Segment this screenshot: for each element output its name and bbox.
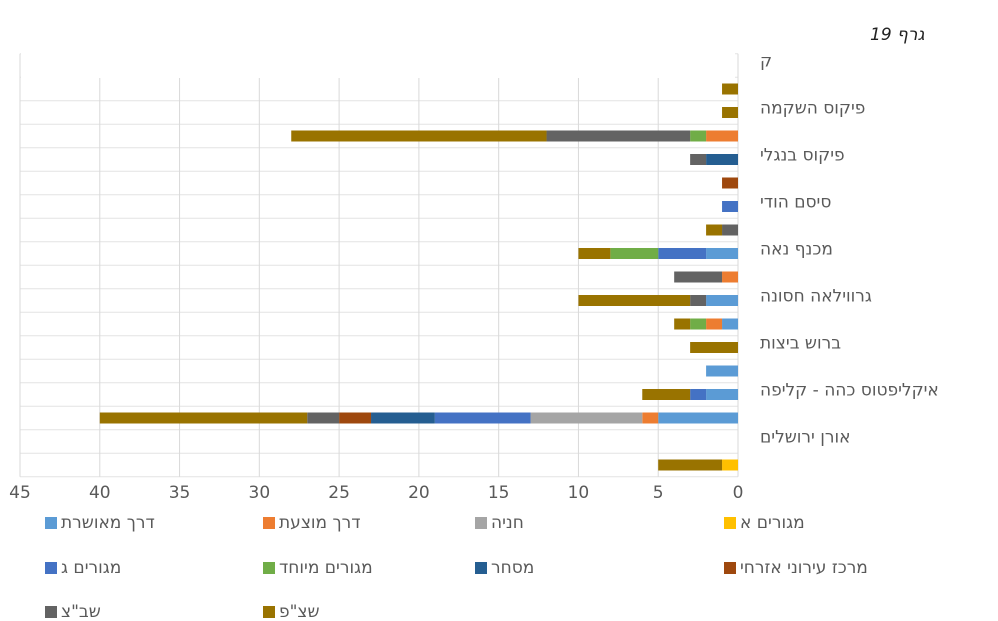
bar-segment xyxy=(690,389,707,400)
bar-segment xyxy=(706,154,738,165)
x-tick-label: 30 xyxy=(249,483,271,503)
y-tick-label: ק xyxy=(760,52,772,72)
x-tick-label: 25 xyxy=(328,483,350,503)
bar-segment xyxy=(546,130,691,142)
bar-segment xyxy=(99,412,308,424)
bar-segment xyxy=(578,248,611,259)
legend-swatch xyxy=(724,562,736,574)
bar-segment xyxy=(291,130,547,142)
legend-swatch xyxy=(475,517,487,529)
x-tick-label: 40 xyxy=(89,483,111,503)
bar-segment xyxy=(658,459,723,471)
legend-label: שב"צ xyxy=(61,602,101,621)
x-tick-label: 20 xyxy=(408,483,430,503)
y-tick-label: מכנף נאה xyxy=(760,240,833,260)
bar-segment xyxy=(722,83,738,95)
legend-label: דרך מוצעת xyxy=(279,513,361,533)
y-tick-label: איקליפטוס כהה - קליפה xyxy=(760,381,939,401)
bar-segment xyxy=(307,412,340,424)
legend-label: מגורים ג xyxy=(61,558,121,578)
legend-swatch xyxy=(263,517,275,529)
plot-area: 0 5 10 15 20 25 30 35 40 45 אורן ירושלים איקליפטוס … xyxy=(9,52,939,503)
y-tick-label: סיסם הודי xyxy=(760,193,831,213)
legend-label: מרכז עירוני אזרחי xyxy=(740,558,868,578)
bar-segment xyxy=(658,412,738,424)
bar-segment xyxy=(642,412,659,424)
x-tick-label: 10 xyxy=(568,483,590,503)
bar-segment xyxy=(339,412,372,424)
bar-segment xyxy=(690,295,707,306)
legend-swatch xyxy=(45,517,57,529)
overlay-box xyxy=(21,0,735,78)
x-tick-label: 15 xyxy=(488,483,510,503)
bar-segment xyxy=(610,248,659,259)
legend-swatch xyxy=(45,606,57,618)
bar-segment xyxy=(690,154,707,165)
bar-segment xyxy=(706,295,738,306)
legend-swatch xyxy=(263,606,275,618)
legend-label: מגורים מיוחד xyxy=(279,558,373,578)
bar-segment xyxy=(706,389,738,400)
legend-label: דרך מאושרת xyxy=(61,513,155,533)
legend-swatch xyxy=(263,562,275,574)
bar-segment xyxy=(706,365,738,377)
legend-label: שצ"פ xyxy=(279,602,320,621)
bar-segment xyxy=(690,130,707,142)
bar-segment xyxy=(722,224,738,236)
legend-label: מסחר xyxy=(491,558,534,578)
legend-swatch xyxy=(45,562,57,574)
bar-segment xyxy=(530,412,643,424)
x-tick-label: 45 xyxy=(9,483,31,503)
bar-segment xyxy=(722,201,738,212)
legend-swatch xyxy=(724,517,736,529)
bar-segment xyxy=(690,342,738,353)
y-tick-label: אורן ירושלים xyxy=(760,428,850,448)
bar-segment xyxy=(722,271,738,283)
legend-label: חניה xyxy=(491,513,524,533)
bar-segment xyxy=(674,271,723,283)
bar-segment xyxy=(722,107,738,118)
bar-segment xyxy=(706,130,738,142)
bar-segment xyxy=(722,177,738,189)
y-tick-label: פיקוס השקמה xyxy=(760,99,865,119)
bar-segment xyxy=(371,412,435,424)
bar-segment xyxy=(706,318,723,330)
bar-segment xyxy=(706,224,723,236)
bar-segment xyxy=(578,295,691,306)
bar-segment xyxy=(642,389,691,400)
bar-segment xyxy=(722,318,738,330)
y-tick-label: ברוש ביצות xyxy=(760,334,841,354)
y-tick-label: גרווילאה חסונה xyxy=(760,287,872,307)
caption: גרף 19 xyxy=(870,25,925,45)
bar-segment xyxy=(690,318,707,330)
x-tick-label: 0 xyxy=(733,483,744,503)
bar-segment xyxy=(722,459,738,471)
y-tick-label: פיקוס בנגלי xyxy=(760,146,845,166)
legend-swatch xyxy=(475,562,487,574)
bar-segment xyxy=(706,248,738,259)
x-tick-label: 5 xyxy=(653,483,664,503)
bar-segment xyxy=(674,318,691,330)
legend-label: מגורים א xyxy=(740,513,805,533)
bar-segment xyxy=(434,412,531,424)
bar-segment xyxy=(658,248,707,259)
x-tick-label: 35 xyxy=(169,483,191,503)
